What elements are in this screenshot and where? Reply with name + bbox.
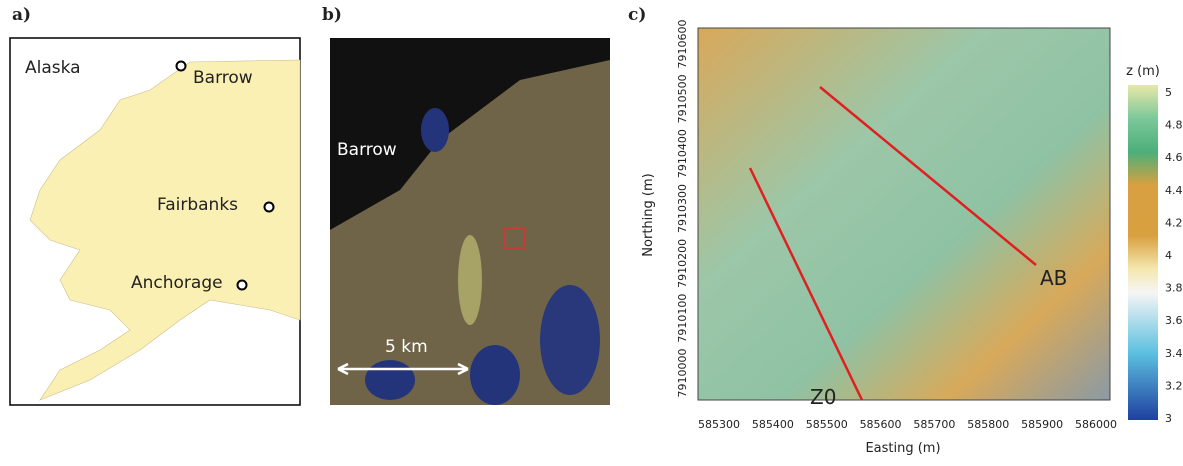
colorbar-tick-label: 4.2 — [1165, 216, 1183, 229]
y-tick-label: 7910000 — [676, 349, 689, 398]
colorbar-tick-label: 4.6 — [1165, 151, 1183, 164]
lake — [365, 360, 415, 400]
y-tick-label: 7910600 — [676, 20, 689, 69]
colorbar-tick-label: 4 — [1165, 249, 1172, 262]
scale-label: 5 km — [385, 337, 428, 357]
colorbar-tick-label: 3.2 — [1165, 379, 1183, 392]
colorbar-tick-label: 3.4 — [1165, 347, 1183, 360]
y-tick-label: 7910200 — [676, 239, 689, 288]
place-label: Fairbanks — [157, 195, 238, 215]
y-tick-label: 7910100 — [676, 294, 689, 343]
place-marker — [177, 62, 186, 71]
place-label: Barrow — [337, 140, 397, 160]
colorbar-tick-label: 3.8 — [1165, 282, 1183, 295]
lake — [540, 285, 600, 395]
colorbar-tick-label: 3.6 — [1165, 314, 1183, 327]
y-tick-label: 7910400 — [676, 129, 689, 178]
colorbar-title: z (m) — [1126, 64, 1160, 79]
place-label: Alaska — [25, 58, 81, 78]
figure: a) Alaska Barrow Fairbanks Anchorage b) … — [0, 0, 1183, 462]
panel-label: b) — [322, 5, 342, 25]
place-marker — [238, 281, 247, 290]
x-tick-label: 585800 — [967, 418, 1009, 431]
x-tick-label: 585900 — [1021, 418, 1063, 431]
transect-label: AB — [1040, 266, 1067, 290]
panel-label: a) — [12, 5, 31, 25]
x-axis-label: Easting (m) — [865, 441, 940, 456]
lake — [470, 345, 520, 405]
y-tick-label: 7910500 — [676, 74, 689, 123]
x-tick-label: 585600 — [860, 418, 902, 431]
colorbar-tick-label: 4.8 — [1165, 119, 1183, 132]
y-axis-label: Northing (m) — [641, 173, 656, 256]
elevation-map — [698, 28, 1110, 400]
colorbar-tick-label: 3 — [1165, 412, 1172, 425]
lake — [421, 108, 449, 152]
place-label: Anchorage — [131, 273, 223, 293]
colorbar-tick-label: 4.4 — [1165, 184, 1183, 197]
x-tick-label: 586000 — [1075, 418, 1117, 431]
place-marker — [265, 203, 274, 212]
x-tick-label: 585400 — [752, 418, 794, 431]
y-tick-label: 7910300 — [676, 184, 689, 233]
colorbar-tick-label: 5 — [1165, 86, 1172, 99]
x-tick-label: 585500 — [806, 418, 848, 431]
panel-label: c) — [628, 5, 646, 25]
x-tick-label: 585300 — [698, 418, 740, 431]
x-tick-label: 585700 — [913, 418, 955, 431]
transect-label: Z0 — [810, 385, 836, 409]
colorbar — [1128, 85, 1158, 420]
place-label: Barrow — [193, 68, 253, 88]
ridge — [458, 235, 482, 325]
